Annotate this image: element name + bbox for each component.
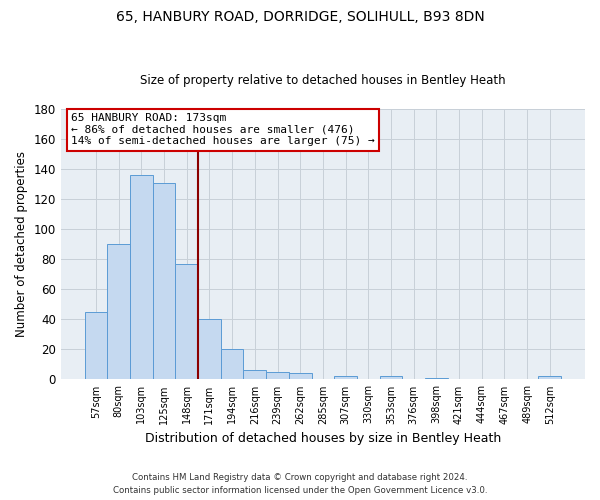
Title: Size of property relative to detached houses in Bentley Heath: Size of property relative to detached ho… xyxy=(140,74,506,87)
Bar xyxy=(107,244,130,380)
Bar xyxy=(334,376,357,380)
Bar xyxy=(289,374,311,380)
Text: Contains HM Land Registry data © Crown copyright and database right 2024.
Contai: Contains HM Land Registry data © Crown c… xyxy=(113,474,487,495)
Bar xyxy=(85,312,107,380)
Bar xyxy=(221,350,244,380)
Bar xyxy=(380,376,403,380)
Y-axis label: Number of detached properties: Number of detached properties xyxy=(15,151,28,337)
Bar xyxy=(152,182,175,380)
Bar xyxy=(425,378,448,380)
Bar xyxy=(175,264,198,380)
Text: 65 HANBURY ROAD: 173sqm
← 86% of detached houses are smaller (476)
14% of semi-d: 65 HANBURY ROAD: 173sqm ← 86% of detache… xyxy=(71,113,375,146)
Bar xyxy=(198,320,221,380)
Bar xyxy=(130,175,152,380)
Bar xyxy=(244,370,266,380)
Bar xyxy=(266,372,289,380)
X-axis label: Distribution of detached houses by size in Bentley Heath: Distribution of detached houses by size … xyxy=(145,432,501,445)
Text: 65, HANBURY ROAD, DORRIDGE, SOLIHULL, B93 8DN: 65, HANBURY ROAD, DORRIDGE, SOLIHULL, B9… xyxy=(116,10,484,24)
Bar xyxy=(538,376,561,380)
